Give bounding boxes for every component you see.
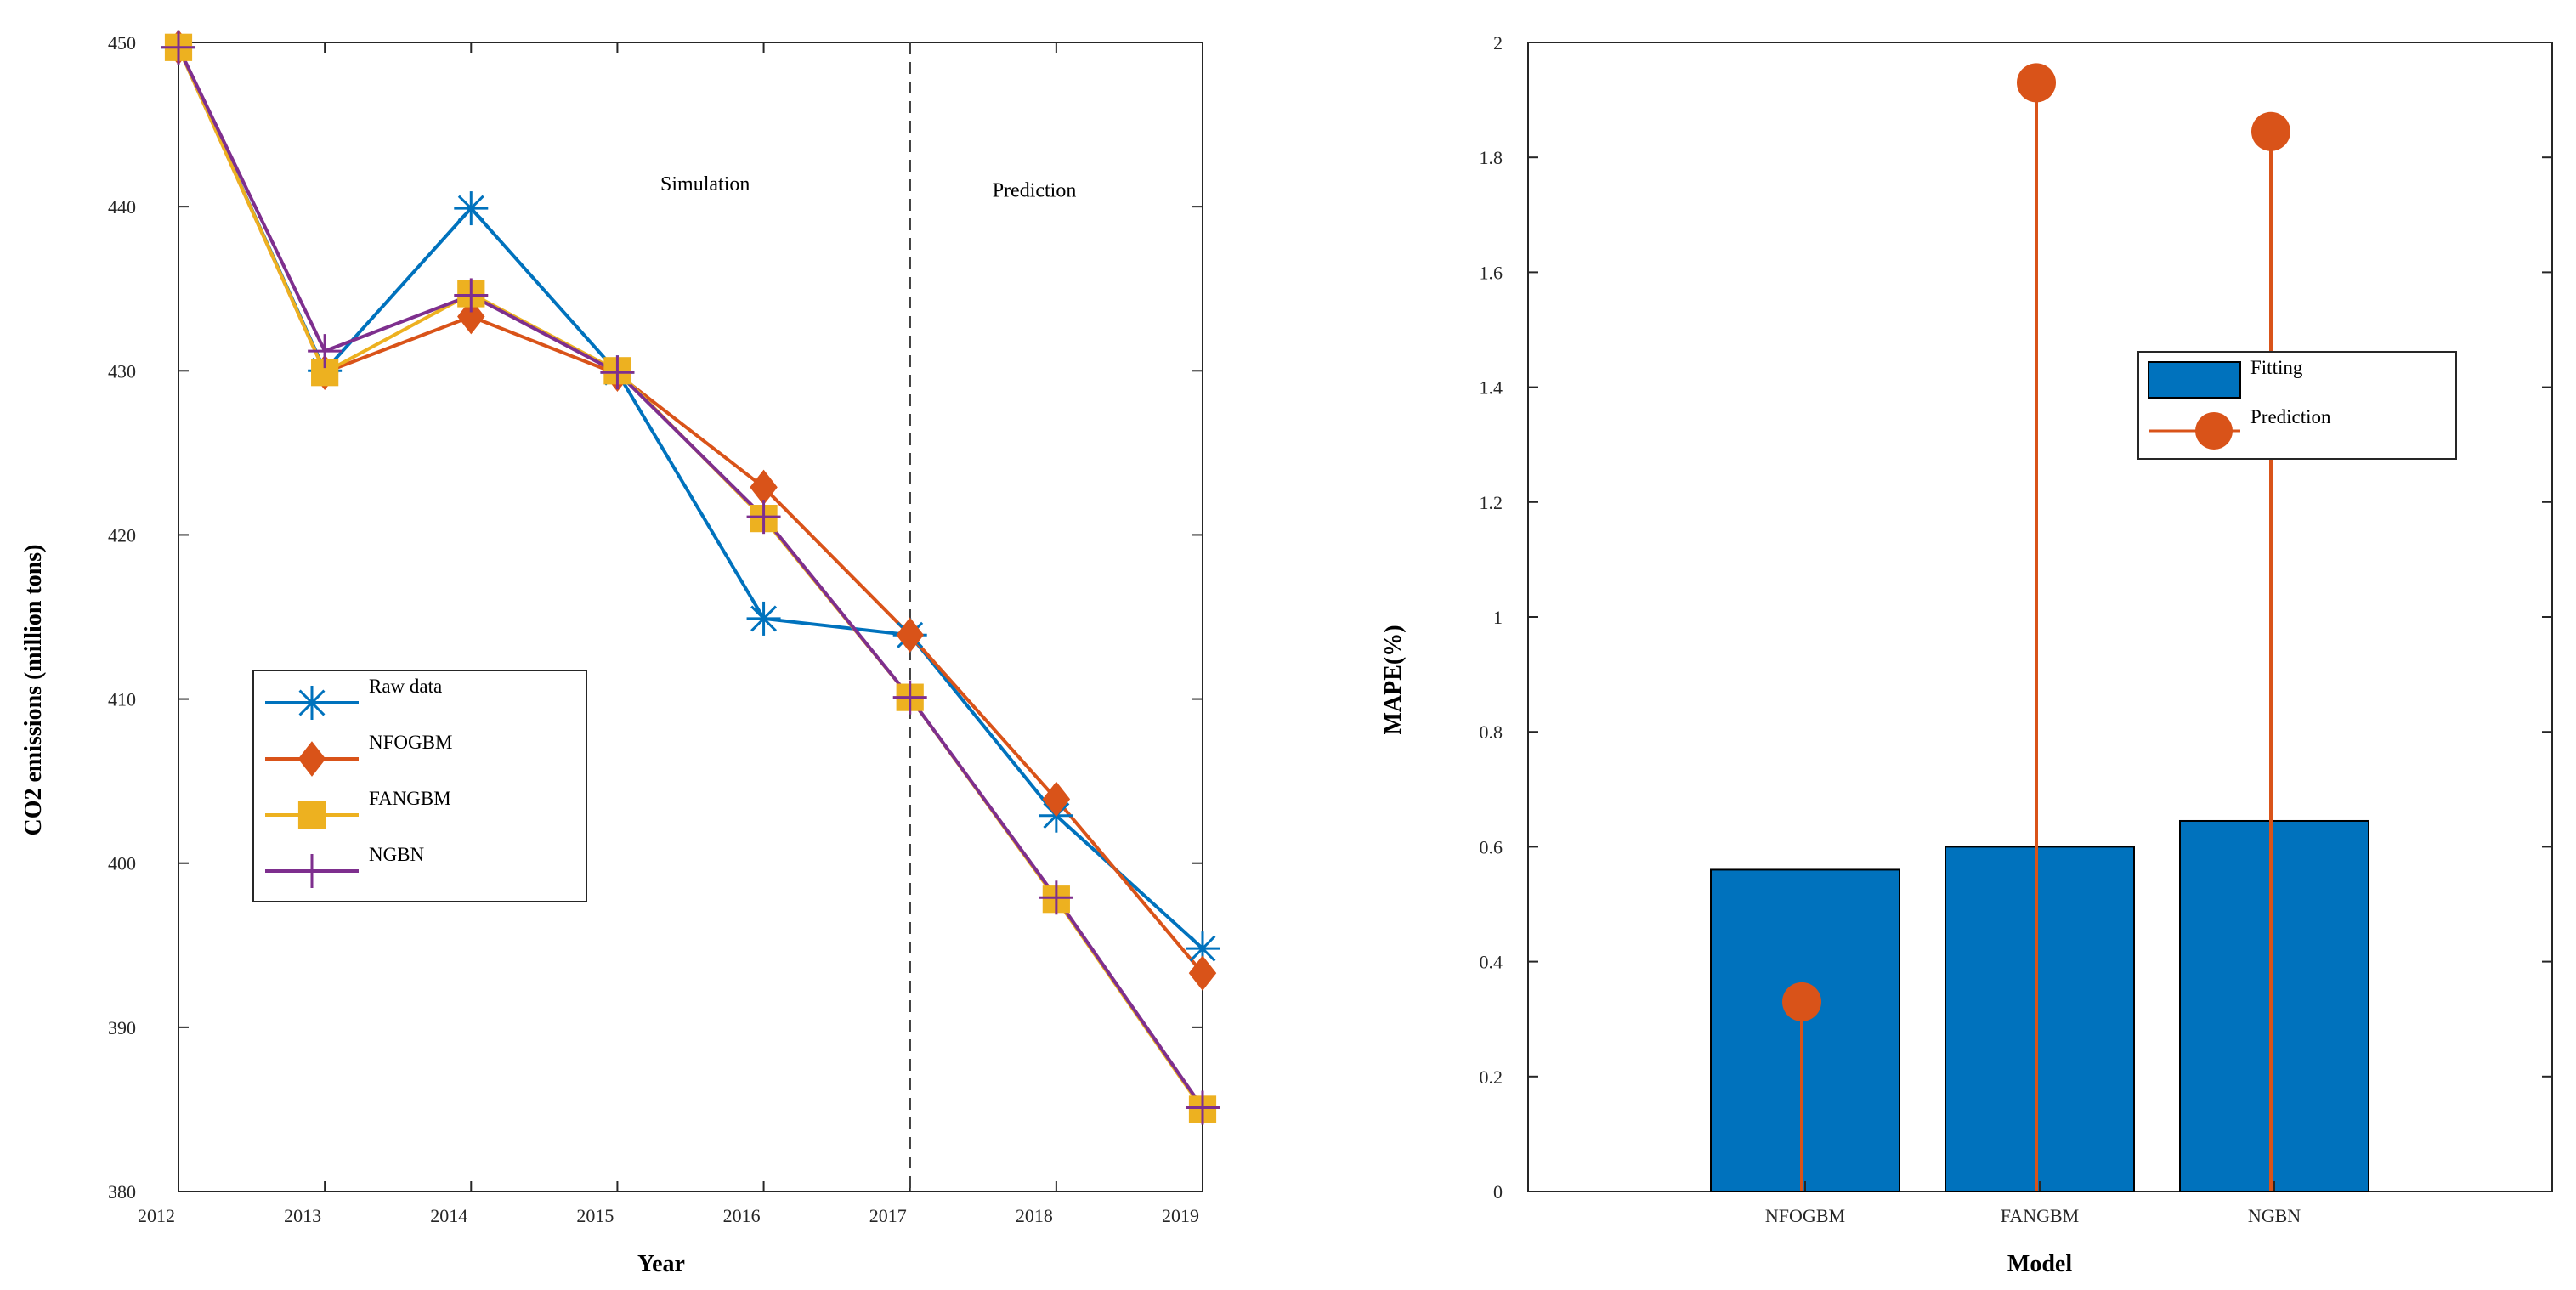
y-tick-label: 430	[108, 360, 136, 382]
legend-label-raw-data: Raw data	[369, 676, 442, 697]
line-chart-legend-items	[265, 686, 359, 888]
point-ngbn	[161, 30, 195, 65]
line-chart-x-ticks: 2012 2013 2014 2015 2016 2017 2018 2019	[138, 42, 1203, 1226]
y-tick-label: 1.6	[1480, 262, 1503, 283]
y-tick-label: 1.4	[1480, 377, 1503, 399]
point-nfogbm	[1188, 955, 1217, 991]
bar-chart-legend: Fitting Prediction	[2137, 351, 2457, 460]
legend-marker-nfogbm	[297, 741, 326, 777]
y-tick-label: 0	[1493, 1181, 1503, 1202]
legend-marker-raw-data	[295, 686, 329, 720]
series-line-ngbn	[177, 46, 1204, 1109]
x-tick-label: FANGBM	[2001, 1205, 2080, 1226]
x-tick-label: 2016	[723, 1205, 761, 1226]
annotation-simulation: Simulation	[660, 173, 750, 195]
stem-marker-ngbn	[2251, 111, 2290, 151]
x-tick-label: 2015	[576, 1205, 614, 1226]
y-tick-label: 1.2	[1480, 492, 1503, 513]
point-ngbn	[892, 680, 927, 715]
legend-label-fitting: Fitting	[2250, 357, 2303, 378]
line-chart-legend: Raw data NFOGBM FANGBM NGBN	[252, 670, 587, 902]
legend-label-prediction: Prediction	[2250, 406, 2331, 427]
stem-marker-nfogbm	[1782, 982, 1821, 1021]
y-tick-label: 420	[108, 524, 136, 546]
line-chart-plot-area	[178, 42, 1203, 1192]
bar-fangbm	[1945, 846, 2135, 1193]
y-tick-label: 0.4	[1480, 952, 1503, 973]
x-tick-label: 2012	[138, 1205, 175, 1226]
bar-chart-stems	[1782, 63, 2290, 1191]
line-chart-x-label: Year	[637, 1251, 685, 1277]
bar-chart-x-ticks: NFOGBM FANGBM NGBN	[1765, 1181, 2301, 1226]
x-tick-label: NGBN	[2248, 1205, 2301, 1226]
y-tick-label: 400	[108, 853, 136, 874]
line-chart-legend-box	[252, 670, 587, 902]
bar-nfogbm	[1710, 868, 1900, 1192]
bar-ngbn	[2179, 819, 2369, 1192]
point-nfogbm	[896, 617, 924, 653]
point-nfogbm	[457, 298, 485, 335]
y-tick-label: 380	[108, 1181, 136, 1202]
line-chart-y-label: CO2 emissions (million tons)	[20, 544, 47, 835]
point-ngbn	[308, 334, 343, 369]
line-chart-series	[161, 29, 1220, 1125]
y-tick-label: 440	[108, 196, 136, 218]
x-tick-label: NFOGBM	[1765, 1205, 1845, 1226]
legend-marker-ngbn	[295, 854, 329, 888]
x-tick-label: 2019	[1162, 1205, 1199, 1226]
y-tick-label: 0.6	[1480, 836, 1503, 857]
x-tick-label: 2017	[869, 1205, 907, 1226]
point-ngbn	[1039, 880, 1073, 915]
stem-marker-fangbm	[2017, 63, 2056, 103]
x-tick-label: 2018	[1016, 1205, 1053, 1226]
point-nfogbm	[1042, 781, 1071, 818]
legend-label-ngbn: NGBN	[369, 844, 425, 865]
bar-chart-y-ticks: 0 0.2 0.4 0.6 0.8 1 1.2 1.4 1.6 1.8 2	[1480, 32, 2552, 1202]
bar-chart-bars	[1710, 819, 2369, 1193]
point-ngbn	[600, 355, 635, 390]
y-tick-label: 410	[108, 689, 136, 710]
x-tick-label: 2014	[430, 1205, 467, 1226]
y-tick-label: 0.8	[1480, 721, 1503, 743]
series-line-raw-data	[177, 46, 1204, 950]
legend-label-nfogbm: NFOGBM	[369, 732, 452, 753]
series-line-nfogbm	[177, 46, 1204, 975]
bar-chart: 0 0.2 0.4 0.6 0.8 1 1.2 1.4 1.6 1.8 2 NFOGBM FANGBM…	[1380, 32, 2553, 1277]
point-ngbn	[454, 278, 489, 313]
y-tick-label: 1	[1493, 607, 1503, 628]
legend-label-fangbm: FANGBM	[369, 788, 451, 809]
bar-chart-x-label: Model	[2007, 1251, 2072, 1277]
legend-swatch-fitting	[2148, 361, 2241, 399]
point-raw-data	[454, 191, 489, 226]
point-ngbn	[1186, 1090, 1220, 1125]
y-tick-label: 390	[108, 1017, 136, 1038]
y-tick-label: 0.2	[1480, 1067, 1503, 1088]
bar-chart-y-label: MAPE(%)	[1380, 625, 1407, 734]
legend-swatch-prediction-marker	[2195, 412, 2233, 450]
point-raw-data	[746, 601, 781, 636]
y-tick-label: 2	[1493, 32, 1503, 54]
annotation-prediction: Prediction	[993, 180, 1077, 202]
line-chart-y-ticks: 380 390 400 410 420 430 440 450	[108, 32, 1203, 1202]
point-raw-data	[1186, 931, 1220, 966]
y-tick-label: 450	[108, 32, 136, 54]
legend-marker-fangbm	[297, 801, 326, 829]
point-ngbn	[746, 500, 781, 535]
x-tick-label: 2013	[284, 1205, 321, 1226]
y-tick-label: 1.8	[1480, 147, 1503, 168]
